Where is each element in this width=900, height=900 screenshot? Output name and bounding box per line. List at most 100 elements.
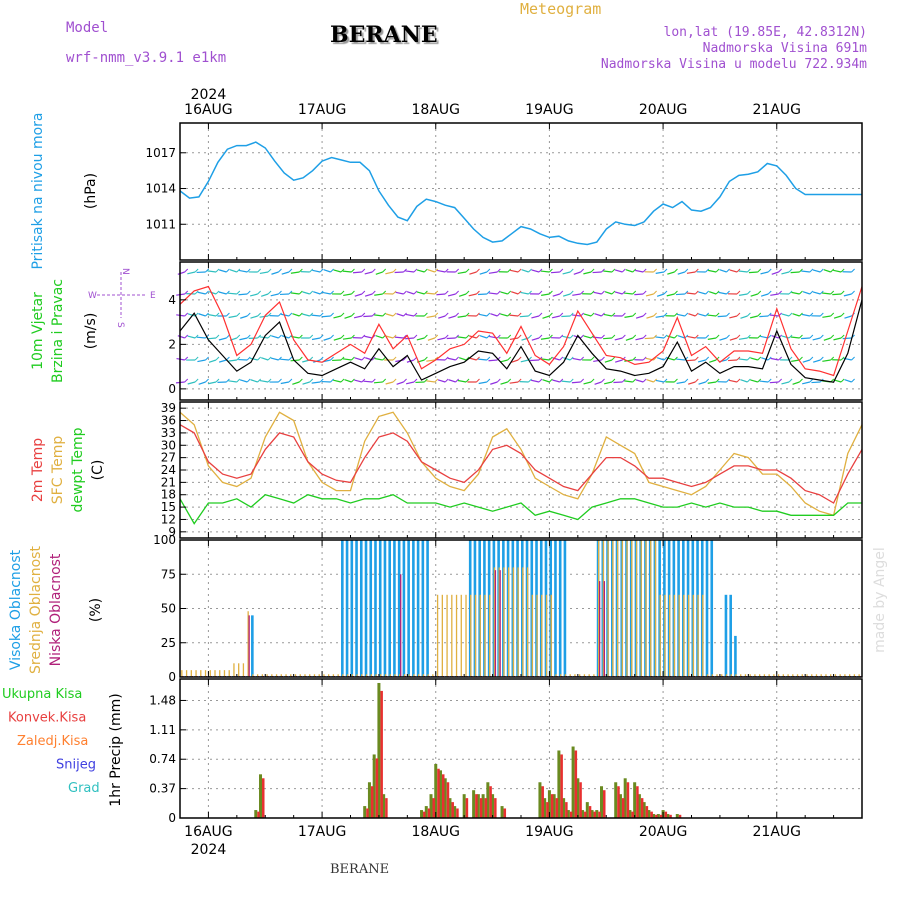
wind-arrow-head [340, 312, 345, 317]
cloud-bar [427, 674, 429, 677]
wind-arrow-head [267, 312, 272, 317]
cloud-bar [730, 674, 732, 677]
wind-arrow-head [246, 378, 251, 383]
wind-arrow [686, 359, 696, 362]
wind-arrow-head [851, 356, 855, 361]
wind-arrow [228, 315, 237, 319]
wind-arrow [396, 313, 404, 317]
wind-arrow-head [194, 356, 199, 361]
wind-arrow-head [642, 312, 647, 317]
precip-conv-bar [489, 786, 492, 818]
cloud-bar [669, 594, 671, 677]
day-label-bottom: 18AUG [412, 824, 461, 840]
wind-arrow [519, 315, 529, 318]
wind-arrow-head [288, 312, 293, 317]
cloud-bar [214, 670, 216, 677]
wind-arrow-head [257, 268, 262, 273]
cloud-bar [830, 674, 832, 677]
wind-arrow [395, 291, 404, 295]
wind-arrow [634, 293, 644, 296]
wind-arrow [822, 292, 831, 295]
watermark: made by Angel [872, 547, 888, 653]
wind-arrow-head [517, 268, 522, 273]
wind-arrow-head [392, 312, 397, 317]
wind-arrow-head [298, 290, 303, 295]
wind-arrow [354, 379, 363, 383]
wind-arrow-head [632, 334, 637, 339]
cloud-bar [399, 674, 401, 677]
wind-arrow [562, 293, 571, 297]
wind-arrow-head [309, 312, 314, 317]
wind-arrow [666, 293, 675, 297]
wind-arrow-head [830, 290, 835, 295]
wind-arrow-head [361, 378, 366, 383]
value-tick-label: 25 [161, 636, 176, 650]
precip-total-bar [547, 790, 551, 818]
wind-arrow [707, 337, 717, 340]
precip-total-bar [382, 794, 386, 818]
dewpt-line [179, 493, 862, 525]
wind-arrow [187, 313, 196, 317]
wind-arrow [405, 381, 415, 385]
cloud-bar [536, 594, 538, 677]
wind-arrow-head [726, 378, 730, 383]
wind-arrow-head [538, 290, 543, 295]
wind-arrow-head [580, 378, 585, 383]
wind-arrow-head [309, 290, 314, 295]
cloud-bar [185, 670, 188, 677]
cloud-bar [560, 674, 562, 677]
cloud-bar [848, 674, 851, 677]
cloud-bar [380, 674, 382, 677]
wind-arrow [394, 271, 404, 274]
cloud-bar [550, 594, 552, 677]
wind-arrow-head [809, 356, 814, 361]
cloud-bar [280, 674, 282, 677]
wind-arrow-head [590, 268, 595, 273]
wind-arrow-head [371, 312, 376, 317]
wind-arrow-head [590, 378, 595, 383]
wind-arrow [259, 379, 269, 383]
wind-arrow [249, 357, 258, 361]
cloud-bar [190, 670, 192, 677]
wind-arrow-head [236, 268, 241, 273]
cloud-bar [370, 674, 372, 677]
wind-arrow-head [747, 312, 751, 317]
cloud-bar [332, 674, 335, 677]
wind-arrow [344, 379, 352, 383]
wind-arrow-head [361, 312, 366, 317]
wind-arrow-head [705, 290, 710, 295]
day-label-top: 16AUG [184, 102, 233, 118]
wind-arrow [615, 359, 623, 363]
wind-arrow [677, 271, 686, 275]
cloud-bar [248, 615, 250, 677]
wind-arrow-head [726, 268, 730, 273]
wind-arrow-head [601, 378, 605, 383]
footer-station: BERANE [330, 862, 390, 877]
wind-arrow [218, 359, 227, 363]
wind-arrow [688, 313, 696, 317]
wind-arrow [603, 337, 612, 340]
precip-total-bar [429, 794, 433, 818]
precip-conv-bar [659, 814, 663, 818]
cloud-bar [558, 540, 562, 677]
cloud-bar [412, 540, 415, 677]
day-label-bottom: 16AUG [184, 824, 233, 840]
wind-arrow [614, 337, 623, 341]
wind-arrow-head [184, 312, 189, 317]
wind-arrow-head [205, 378, 209, 383]
product-title: Meteogram [520, 0, 602, 18]
wind-arrow [740, 315, 748, 319]
wind-arrow-head [194, 268, 199, 273]
precip-conv-bar [621, 798, 625, 818]
wind-arrow-head [788, 334, 793, 339]
cloud-bar [725, 674, 728, 677]
cloud-bar [499, 570, 501, 677]
cloud-bar [416, 540, 420, 677]
wind-arrow-head [747, 378, 751, 383]
wind-arrow-head [267, 334, 272, 339]
wind-arrow-head [413, 378, 418, 383]
wind-arrow [374, 314, 383, 317]
wind-arrow-head [788, 378, 793, 383]
precip-total-bar [363, 806, 367, 818]
